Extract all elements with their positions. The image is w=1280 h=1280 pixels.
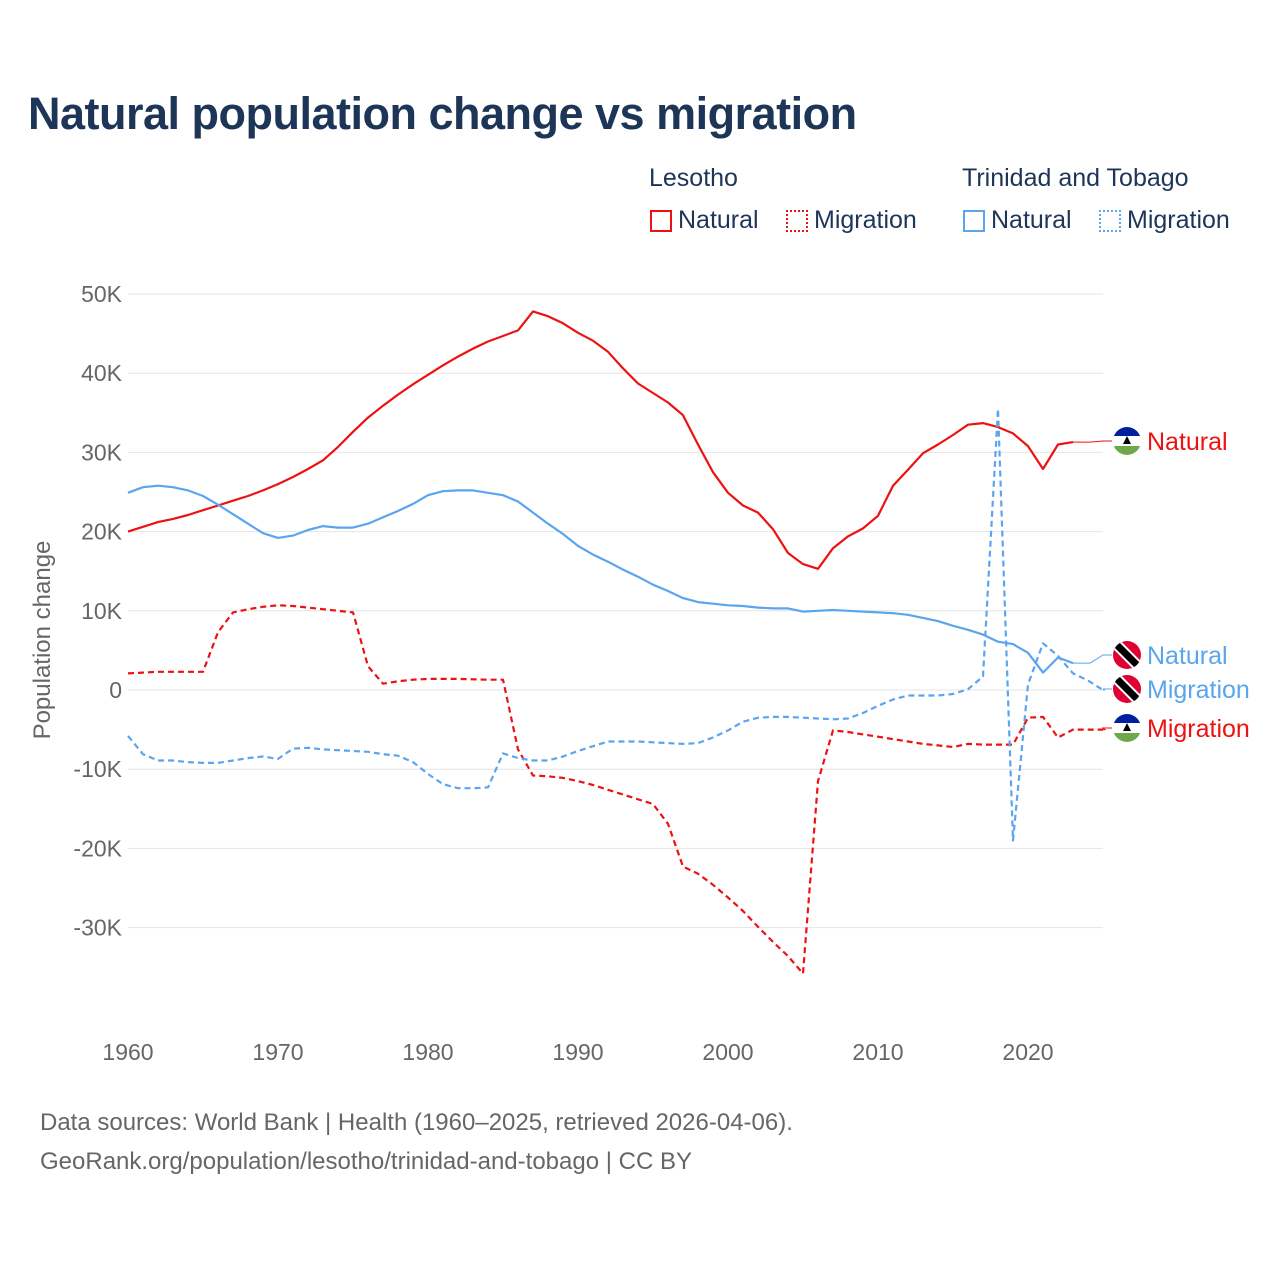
end-label: Natural [1147, 428, 1228, 456]
label-connector [1073, 654, 1112, 664]
series-line-trinidad-and-tobago-migration[interactable] [127, 407, 1104, 842]
solid-swatch-icon [650, 209, 672, 232]
y-tick-label: 20K [81, 519, 123, 545]
legend-lesotho-migration[interactable]: Migration [786, 206, 917, 235]
x-tick-label: 2020 [1002, 1039, 1053, 1065]
y-tick-label: -30K [73, 915, 122, 941]
legend-lesotho-natural[interactable]: Natural [650, 206, 759, 235]
x-tick-label: 1980 [402, 1039, 453, 1065]
footer-link[interactable]: GeoRank.org/population/lesotho/trinidad-… [40, 1148, 692, 1175]
legend-label: Migration [814, 206, 917, 234]
end-label: Migration [1147, 676, 1250, 704]
end-label: Natural [1147, 642, 1228, 670]
series-line-trinidad-and-tobago-natural[interactable] [127, 484, 1074, 674]
legend-tt-migration[interactable]: Migration [1099, 206, 1230, 235]
x-tick-label: 1960 [102, 1039, 153, 1065]
lesotho-flag-icon [1113, 427, 1141, 455]
dotted-swatch-icon [786, 209, 808, 232]
y-tick-label: 30K [81, 439, 123, 465]
legend-label: Natural [678, 206, 759, 234]
y-tick-label: 0 [109, 677, 122, 703]
y-tick-label: 40K [81, 360, 123, 386]
x-tick-label: 2000 [702, 1039, 753, 1065]
label-connector [1073, 440, 1112, 443]
y-tick-label: -10K [73, 756, 122, 782]
lesotho-flag-icon [1113, 714, 1141, 742]
series-line-lesotho-natural[interactable] [127, 310, 1074, 570]
y-axis-label: Population change [29, 541, 56, 740]
trinidad-and-tobago-flag-icon [1113, 641, 1141, 669]
y-tick-label: 50K [81, 281, 123, 307]
x-tick-label: 1990 [552, 1039, 603, 1065]
label-connector [1101, 727, 1112, 731]
x-tick-label: 1970 [252, 1039, 303, 1065]
series-line-lesotho-migration[interactable] [127, 604, 1103, 975]
legend-group-trinidad: Trinidad and Tobago [962, 164, 1189, 192]
label-connector [1102, 688, 1112, 691]
chart-title: Natural population change vs migration [28, 88, 857, 139]
legend-label: Migration [1127, 206, 1230, 234]
solid-swatch-icon [963, 209, 985, 232]
legend-group-lesotho: Lesotho [649, 164, 738, 192]
dotted-swatch-icon [1099, 209, 1121, 232]
y-tick-label: -20K [73, 835, 122, 861]
y-tick-label: 10K [81, 598, 123, 624]
x-tick-label: 2010 [852, 1039, 903, 1065]
chart-plot: -30K -20K -10K 0 10K 20K 30K 40K 50K 1960 1970 198… [29, 281, 1250, 1065]
end-label: Migration [1147, 715, 1250, 743]
legend-tt-natural[interactable]: Natural [963, 206, 1072, 235]
footer-sources: Data sources: World Bank | Health (1960–… [40, 1109, 793, 1136]
trinidad-and-tobago-flag-icon [1113, 675, 1141, 703]
legend-label: Natural [991, 206, 1072, 234]
